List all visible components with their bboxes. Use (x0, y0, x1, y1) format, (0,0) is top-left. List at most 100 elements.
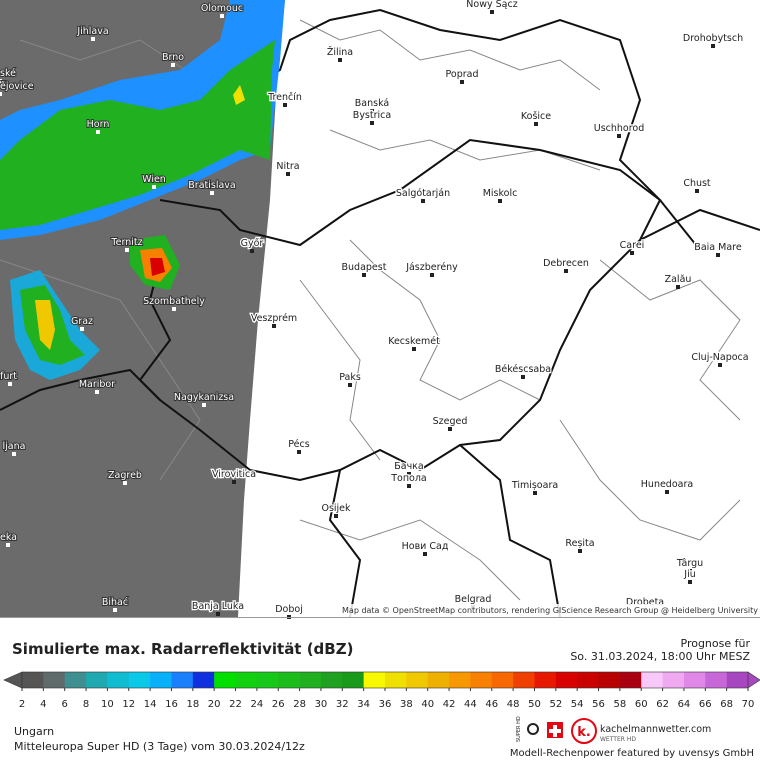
city-label: Zalău (665, 274, 692, 285)
city-label: Pécs (288, 439, 309, 450)
legend-title: Simulierte max. Radarreflektivität (dBZ) (12, 640, 353, 658)
city-marker (448, 427, 452, 431)
city-marker (716, 253, 720, 257)
city-label: Bystrica (353, 110, 391, 121)
city-label: Brno (162, 52, 184, 63)
colorbar-tick-label: 56 (592, 699, 605, 710)
city-marker (407, 472, 411, 476)
colorbar-tick-label: 18 (186, 699, 199, 710)
city-marker (95, 390, 99, 394)
colorbar-segment (22, 672, 44, 688)
city-marker (91, 37, 95, 41)
city-marker (334, 514, 338, 518)
city-label: Banja Luka (192, 601, 244, 612)
city-label: Reșita (565, 538, 594, 549)
city-marker (210, 191, 214, 195)
colorbar-tick-label: 12 (122, 699, 135, 710)
city-label: Baia Mare (694, 242, 742, 253)
city-label: Carei (620, 240, 645, 251)
colorbar-tick-label: 36 (379, 699, 392, 710)
city-marker (711, 44, 715, 48)
logo-text: kachelmannwetter.com (600, 724, 711, 735)
city-marker (0, 92, 2, 96)
colorbar-tick-label: 6 (62, 699, 68, 710)
city-marker (498, 199, 502, 203)
city-label: Топола (390, 473, 427, 484)
city-label: Miskolc (483, 188, 518, 199)
colorbar-tick-label: 46 (485, 699, 498, 710)
radar-echoes (0, 0, 285, 380)
colorbar-segment (449, 672, 471, 688)
colorbar-tick-label: 10 (101, 699, 114, 710)
city-marker (718, 363, 722, 367)
colorbar-tick-label: 32 (336, 699, 349, 710)
city-marker (407, 484, 411, 488)
colorbar-tick-label: 2 (19, 699, 25, 710)
forecast-label: Prognose für (681, 637, 751, 650)
forecast-time: So. 31.03.2024, 18:00 Uhr MESZ (570, 650, 750, 663)
colorbar: 2 4 6 8 10 12 14 16 18 20 22 24 26 28 30 32 34 36 38 40 42 44… (3, 671, 760, 710)
city-marker (695, 189, 699, 193)
city-marker (688, 580, 692, 584)
city-label: Paks (339, 372, 361, 383)
colorbar-tick-label: 14 (144, 699, 157, 710)
colorbar-tick-label: 40 (421, 699, 434, 710)
city-label: Békéscsaba (495, 364, 551, 375)
city-label: Olomouc (201, 3, 243, 14)
city-marker (286, 172, 290, 176)
city-label: Poprad (446, 69, 479, 80)
badge: SUPER HD (516, 716, 522, 742)
city-label: Trenčín (267, 92, 302, 103)
city-marker (113, 608, 117, 612)
city-marker (533, 491, 537, 495)
colorbar-segment (726, 672, 749, 688)
city-label: ějovice (0, 81, 34, 92)
colorbar-segment (577, 672, 599, 688)
colorbar-tick-label: 34 (357, 699, 370, 710)
colorbar-segment (598, 672, 621, 688)
search-icon (527, 723, 539, 735)
colorbar-segment (192, 672, 215, 688)
city-label: Wien (142, 174, 166, 185)
colorbar-segment (235, 672, 258, 688)
city-marker (125, 248, 129, 252)
city-marker (460, 80, 464, 84)
city-marker (578, 549, 582, 553)
colorbar-segment (427, 672, 450, 688)
colorbar-tick-label: 64 (678, 699, 691, 710)
city-marker (665, 490, 669, 494)
city-label: eka (0, 532, 17, 543)
colorbar-tick-label: 8 (83, 699, 89, 710)
colorbar-tick-label: 38 (400, 699, 413, 710)
colorbar-tick-label: 44 (464, 699, 477, 710)
city-marker (370, 109, 374, 113)
city-marker (272, 324, 276, 328)
colorbar-arrow-right (747, 671, 760, 689)
city-label: Târgu (676, 558, 703, 569)
city-label: Hunedoara (641, 479, 693, 490)
city-label: Jiu (683, 569, 695, 580)
city-marker (430, 273, 434, 277)
map: Olomouc Jihlava Brno ské ějovice Horn Trenčín Ž… (0, 0, 760, 619)
city-label: Nagykanizsa (174, 392, 234, 403)
regional-borders (0, 19, 741, 601)
city-label: Maribor (79, 379, 115, 390)
colorbar-tick-label: 54 (571, 699, 584, 710)
city-marker (617, 134, 621, 138)
city-label: Virovitica (212, 469, 256, 480)
colorbar-segment (107, 672, 130, 688)
colorbar-segment (534, 672, 557, 688)
city-label: Doboj (275, 604, 303, 615)
colorbar-segment (385, 672, 407, 688)
city-label: Jihlava (76, 26, 108, 37)
city-label: Uschhorod (594, 123, 645, 134)
city-marker (250, 249, 254, 253)
colorbar-tick-label: 50 (528, 699, 541, 710)
city-label: ské (0, 68, 16, 79)
colorbar-segment (320, 672, 343, 688)
city-label: Osijek (321, 503, 351, 514)
colorbar-segment (64, 672, 87, 688)
city-label: Szeged (433, 416, 468, 427)
city-marker (6, 543, 10, 547)
city-marker (338, 58, 342, 62)
